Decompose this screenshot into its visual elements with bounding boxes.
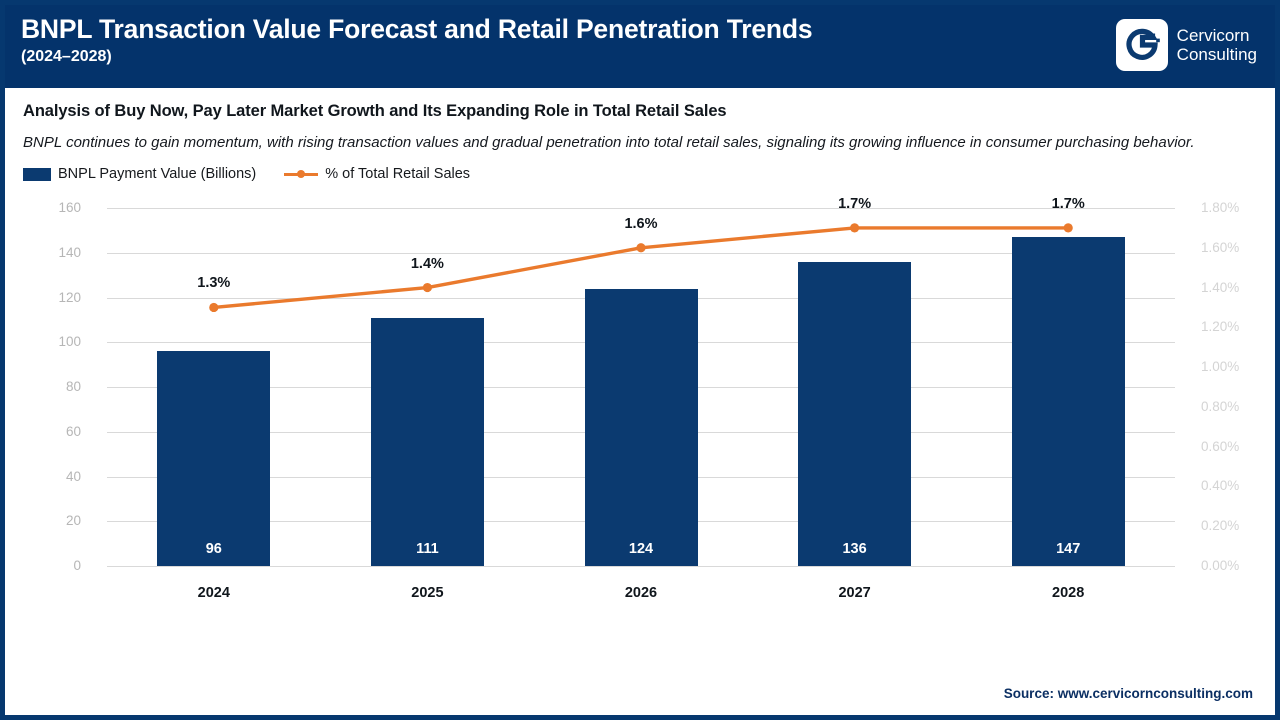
y-axis-left-tick: 20 [65,513,81,529]
y-axis-left-tick: 40 [65,468,81,484]
y-axis-right-tick: 0.20% [1201,518,1240,534]
bar-2028[interactable]: 147 [1011,237,1125,566]
source-note: Source: www.cervicornconsulting.com [1003,686,1253,701]
legend-line-swatch-icon [284,168,319,180]
line-value-label-2025: 1.4% [410,255,444,272]
trend-line-series [209,223,1073,313]
line-value-label-2028: 1.7% [1051,195,1085,212]
y-axis-right-tick: 0.40% [1201,478,1240,494]
bar-2025[interactable]: 111 [370,317,484,566]
bar-2027[interactable]: 136 [798,261,912,566]
brand-logo-line1: Cervicorn [1176,26,1250,45]
line-value-label-2024: 1.3% [197,275,231,292]
x-axis-label-2024: 2024 [197,585,230,601]
page-title: BNPL Transaction Value Forecast and Reta… [21,14,813,44]
x-axis-label-2028: 2028 [1052,585,1085,601]
y-axis-left-tick: 100 [58,334,81,350]
bar-value-label: 147 [1056,541,1081,557]
chart-area: 0 20 40 60 80 100 120 140 160 0.00% 0.20% 0.40% 0.60… [23,194,1267,604]
bar-value-label: 111 [416,541,439,557]
x-axis-label-2025: 2025 [411,585,444,601]
y-axis-left-tick: 140 [58,244,81,260]
legend-item-label: BNPL Payment Value (Billions) [58,166,257,182]
gridline [107,208,1175,209]
y-axis-left-tick: 80 [65,379,81,394]
legend-item-label: % of Total Retail Sales [325,166,471,182]
trend-line-marker-2027[interactable] [850,223,860,233]
y-axis-left-tick: 0 [73,558,81,573]
bar-value-label: 136 [842,541,867,557]
x-axis-label-2026: 2026 [624,585,658,601]
trend-line-marker-2025[interactable] [422,282,432,293]
page-header: BNPL Transaction Value Forecast and Reta… [5,5,1275,88]
y-axis-left-tick: 160 [58,200,81,215]
content-body: Analysis of Buy Now, Pay Later Market Gr… [5,88,1275,604]
y-axis-right-tick: 0.00% [1201,558,1240,573]
chart-legend: BNPL Payment Value (Billions) % of Total… [23,166,1257,182]
bar-value-label: 124 [628,541,654,557]
trend-line-marker-2028[interactable] [1063,223,1073,233]
y-axis-right-tick: 1.60% [1201,239,1240,255]
y-axis-left-tick: 60 [65,423,81,439]
analysis-description: BNPL continues to gain momentum, with ri… [23,134,1195,151]
bar-2026[interactable]: 124 [584,288,698,566]
y-axis-right-tick: 0.60% [1201,438,1240,454]
brand-logo-line2: Consulting [1176,45,1257,64]
trend-line-marker-2026[interactable] [636,243,646,253]
legend-item-retail-share[interactable]: % of Total Retail Sales [284,166,470,182]
legend-bar-swatch-icon [23,167,51,181]
y-axis-right-tick: 0.80% [1201,398,1240,414]
brand-logo-text: Cervicorn Consulting [1177,26,1257,64]
brand-logo: Cervicorn Consulting [1115,19,1257,71]
gridline [107,566,1175,567]
y-axis-right-tick: 1.00% [1201,359,1240,375]
page-subtitle: (2024–2028) [21,48,112,65]
legend-item-bnpl-value[interactable]: BNPL Payment Value (Billions) [23,166,256,182]
y-axis-right-tick: 1.40% [1201,279,1240,295]
x-axis-label-2027: 2027 [838,585,871,601]
bar-2024[interactable]: 96 [157,351,271,566]
y-axis-left-tick: 120 [58,289,81,305]
bar-value-label: 96 [205,541,222,557]
trend-line-path [212,226,1070,310]
y-axis-right-tick: 1.80% [1201,200,1240,215]
line-value-label-2027: 1.7% [838,195,872,212]
cervicorn-c-mark-icon [1115,19,1168,71]
line-value-label-2026: 1.6% [624,215,658,232]
gridline [107,252,1175,254]
analysis-title: Analysis of Buy Now, Pay Later Market Gr… [23,102,727,120]
trend-line-marker-2024[interactable] [209,302,219,313]
y-axis-right-tick: 1.20% [1201,319,1240,335]
plot-area: 0 20 40 60 80 100 120 140 160 0.00% 0.20% 0.40% 0.60… [58,196,1239,601]
